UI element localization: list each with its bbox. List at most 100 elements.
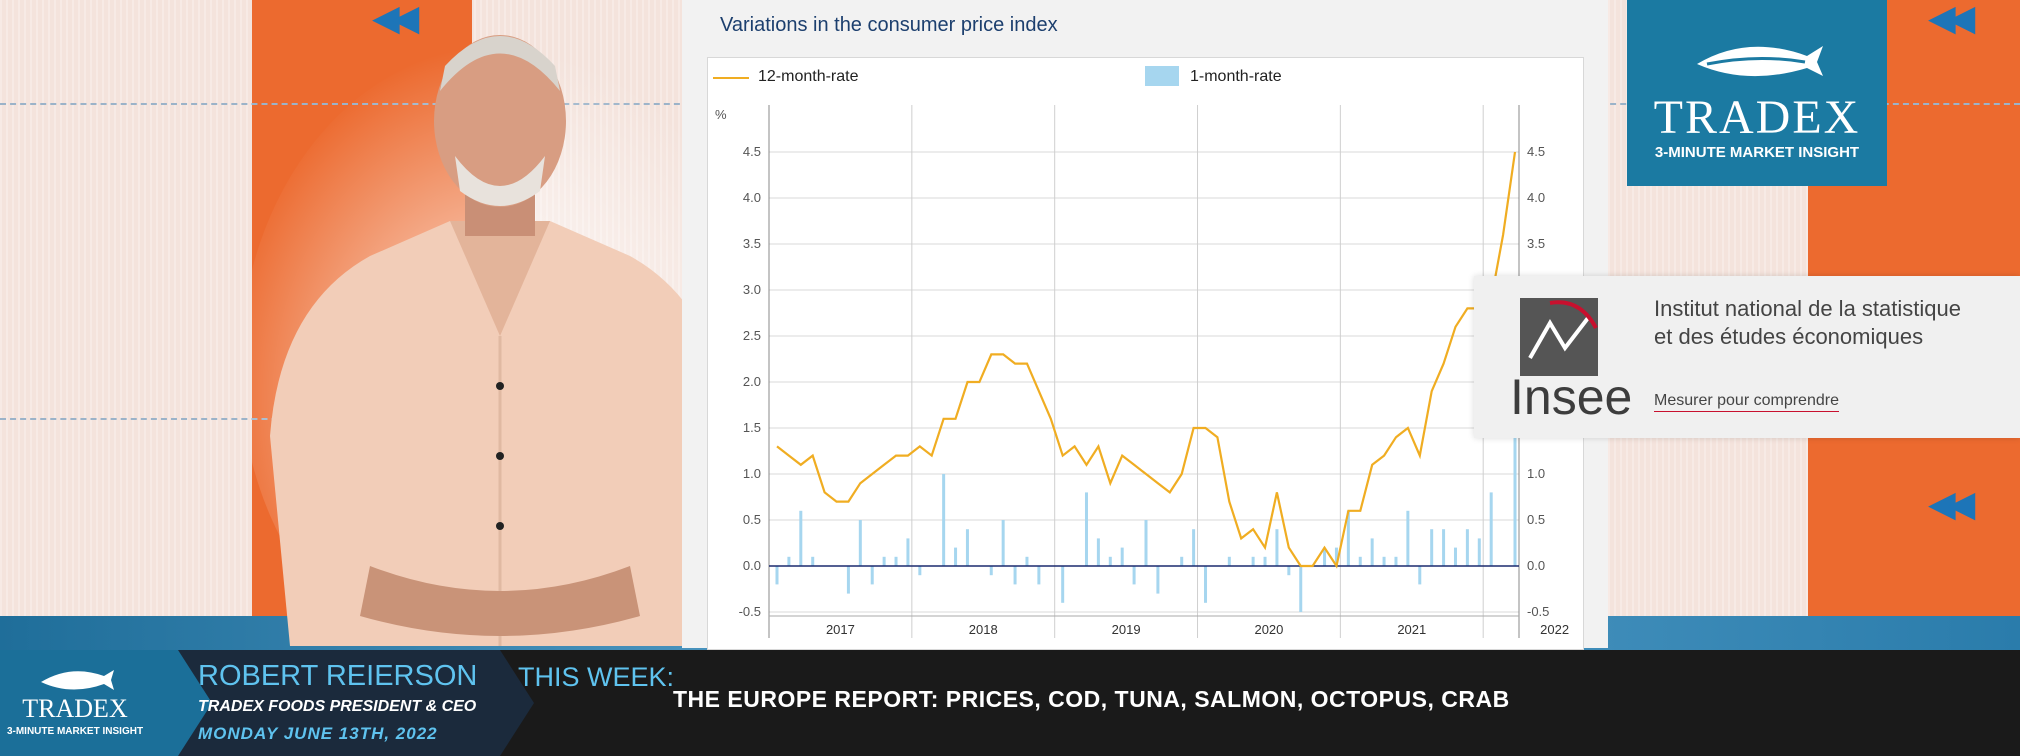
y-tick-label-right: 1.0 [1527, 466, 1545, 481]
y-tick-label-left: 0.0 [743, 558, 761, 573]
bar-1-month [1132, 566, 1136, 585]
y-tick-label-right: 4.0 [1527, 190, 1545, 205]
y-tick-label-left: 4.5 [743, 144, 761, 159]
bar-1-month [1299, 566, 1303, 612]
bar-1-month [882, 556, 886, 566]
bar-1-month [1430, 529, 1434, 566]
bar-1-month [846, 566, 850, 594]
bar-1-month [989, 566, 993, 576]
dashed-line [0, 103, 700, 105]
lower-third-tradex-word: TRADEX [22, 694, 128, 723]
y-tick-label-right: -0.5 [1527, 604, 1549, 619]
bar-1-month [1346, 510, 1350, 566]
bar-1-month [1323, 547, 1327, 566]
x-tick-label: 2019 [1112, 622, 1141, 637]
bar-1-month [1108, 556, 1112, 566]
y-tick-label-left: 2.0 [743, 374, 761, 389]
bar-1-month [1096, 538, 1100, 566]
rewind-icon: ◀◀ [1928, 0, 1975, 39]
insee-logo-icon [1520, 298, 1598, 376]
bar-1-month [811, 556, 815, 566]
bar-1-month [1442, 529, 1446, 566]
lower-third-logo [0, 650, 178, 756]
x-tick-label: 2018 [969, 622, 998, 637]
bar-1-month [954, 547, 958, 566]
insee-name-line1: Institut national de la statistique [1654, 296, 1961, 321]
bar-1-month [1204, 566, 1208, 603]
bar-1-month [1192, 529, 1196, 566]
bar-1-month [1513, 437, 1517, 566]
bar-1-month [1156, 566, 1160, 594]
legend-1-month: 1-month-rate [1190, 68, 1282, 85]
chevron-shape [500, 650, 534, 756]
fish-icon [41, 670, 114, 690]
y-tick-label-right: 0.5 [1527, 512, 1545, 527]
bar-1-month [1453, 547, 1457, 566]
bar-1-month [1025, 556, 1029, 566]
presenter-role: TRADEX FOODS PRESIDENT & CEO [198, 698, 477, 715]
legend-12-month: 12-month-rate [758, 68, 859, 85]
bar-1-month [1489, 492, 1493, 566]
this-week-label: THIS WEEK: [518, 662, 675, 692]
bar-1-month [1382, 556, 1386, 566]
bar-1-month [1394, 556, 1398, 566]
x-tick-label: 2017 [826, 622, 855, 637]
bar-1-month [1120, 547, 1124, 566]
bar-1-month [918, 566, 922, 576]
y-tick-label-right: 0.0 [1527, 558, 1545, 573]
bar-1-month [1275, 529, 1279, 566]
bar-1-month [858, 520, 862, 566]
line-12-month [776, 151, 1517, 569]
x-tick-label: 2021 [1397, 622, 1426, 637]
tradex-logo: TRADEX 3-MINUTE MARKET INSIGHT [1627, 0, 1887, 186]
x-tick-label: 2022 [1540, 622, 1569, 637]
bar-1-month [1465, 529, 1469, 566]
bar-1-month [1358, 556, 1362, 566]
y-tick-label-left: 1.5 [743, 420, 761, 435]
tradex-wordmark: TRADEX [1653, 91, 1861, 144]
y-axis-unit: % [715, 107, 727, 122]
lower-third-tradex-sub: 3-MINUTE MARKET INSIGHT [6, 726, 144, 737]
bar-1-month [906, 538, 910, 566]
insee-wordmark: Insee [1510, 369, 1633, 425]
y-tick-label-left: 3.5 [743, 236, 761, 251]
bar-1-month [1334, 547, 1338, 566]
y-tick-label-right: 4.5 [1527, 144, 1545, 159]
insee-card: Insee Institut national de la statistiqu… [1474, 276, 2020, 438]
bar-1-month [942, 474, 946, 566]
insee-tagline: Mesurer pour comprendre [1654, 392, 1839, 412]
presenter-image [250, 35, 750, 646]
insee-name-line2: et des études économiques [1654, 324, 1924, 349]
bar-1-month [1180, 556, 1184, 566]
bar-1-month [775, 566, 779, 585]
y-tick-label-right: 3.5 [1527, 236, 1545, 251]
bar-1-month [1227, 556, 1231, 566]
x-tick-label: 2020 [1254, 622, 1283, 637]
chevron-shape [178, 650, 212, 756]
y-tick-label-left: 2.5 [743, 328, 761, 343]
legend-line-swatch [713, 77, 749, 79]
bar-1-month [1263, 556, 1267, 566]
bar-1-month [1001, 520, 1005, 566]
chart-title: Variations in the consumer price index [720, 14, 1058, 36]
bar-1-month [894, 556, 898, 566]
legend-bar-swatch [1145, 66, 1179, 86]
bar-1-month [1013, 566, 1017, 585]
bar-1-month [1251, 556, 1255, 566]
bar-1-month [1061, 566, 1065, 603]
bar-1-month [1406, 510, 1410, 566]
y-tick-label-left: 3.0 [743, 282, 761, 297]
cpi-chart: 4.54.54.04.03.53.53.03.02.52.52.02.01.51… [715, 105, 1569, 638]
bar-1-month [1418, 566, 1422, 585]
bar-1-month [1477, 538, 1481, 566]
bar-1-month [870, 566, 874, 585]
presenter-name: ROBERT REIERSON [198, 660, 478, 692]
tradex-subtitle: 3-MINUTE MARKET INSIGHT [1654, 144, 1860, 161]
bar-1-month [799, 510, 803, 566]
bar-1-month [1084, 492, 1088, 566]
bar-1-month [1287, 566, 1291, 576]
bar-1-month [1037, 566, 1041, 585]
y-tick-label-left: 1.0 [743, 466, 761, 481]
y-tick-label-left: 0.5 [743, 512, 761, 527]
episode-headline: THE EUROPE REPORT: PRICES, COD, TUNA, SA… [673, 686, 1510, 712]
